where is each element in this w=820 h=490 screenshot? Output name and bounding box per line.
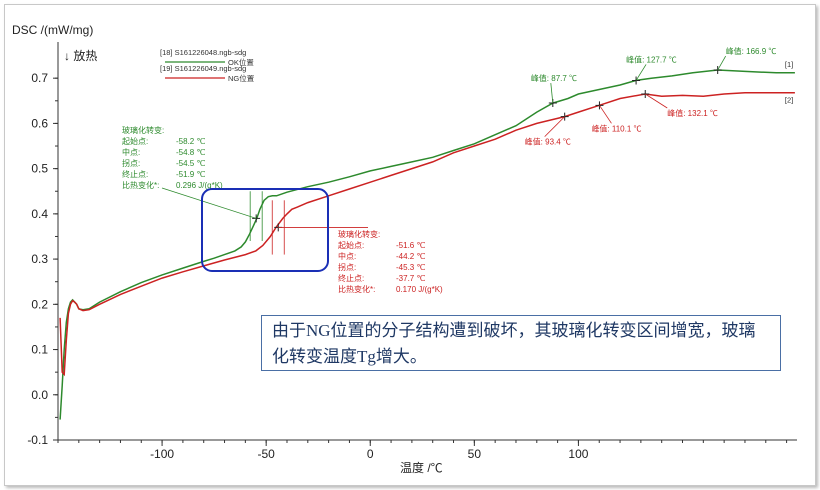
tg-row-value: -44.2 ℃ xyxy=(396,252,425,261)
tg-title: 玻璃化转变: xyxy=(338,229,380,239)
series-end-tag: [2] xyxy=(785,96,793,105)
tg-row-label: 中点: xyxy=(122,147,140,157)
figure-frame xyxy=(4,4,816,486)
legend-series-name: NG位置 xyxy=(228,73,255,83)
y-tick-label: 0.2 xyxy=(31,297,48,311)
tg-row-label: 终止点: xyxy=(122,169,148,179)
legend-series-name: OK位置 xyxy=(228,57,254,67)
tg-row-value: -37.7 ℃ xyxy=(396,274,425,283)
peak-leader xyxy=(645,93,668,109)
peak-label: 峰值: 110.1 ℃ xyxy=(591,123,641,133)
peak-leader xyxy=(544,116,565,137)
x-tick-label: -100 xyxy=(150,447,174,461)
tg-row-value: -54.5 ℃ xyxy=(176,159,205,168)
tg-row-value: -51.6 ℃ xyxy=(396,241,425,250)
tg-row-label: 起始点: xyxy=(338,240,364,250)
peak-leader xyxy=(717,55,727,71)
tg-row-label: 拐点: xyxy=(338,262,356,272)
x-tick-label: 100 xyxy=(568,447,588,461)
y-tick-label: 0.0 xyxy=(31,388,48,402)
y-tick-label: 0.4 xyxy=(31,207,48,221)
y-tick-label: 0.6 xyxy=(31,116,48,130)
y-tick-label: 0.1 xyxy=(31,343,48,357)
axes: 0.7 0.6 0.5 0.4 0.3 0.2 0.1 0.0 -0.1 -100 -50 0 50 10… xyxy=(27,42,797,461)
tg-row-value: 0.296 J/(g*K) xyxy=(176,181,223,190)
tg-row-value: 0.170 J/(g*K) xyxy=(396,285,443,294)
x-axis-label: 温度 /℃ xyxy=(400,460,443,475)
y-tick-label: 0.3 xyxy=(31,252,48,266)
tg-row-value: -51.9 ℃ xyxy=(176,170,205,179)
peak-leader xyxy=(550,83,554,104)
series-end-tag: [1] xyxy=(785,60,793,69)
legend-file-id: [19] S161226049.ngb-sdg xyxy=(160,64,246,73)
tg-row-value: -45.3 ℃ xyxy=(396,263,425,272)
peak-label: 峰值: 166.9 ℃ xyxy=(726,46,777,56)
y-tick-label: 0.5 xyxy=(31,162,48,176)
x-tick-label: -50 xyxy=(257,447,275,461)
tg-row-label: 终止点: xyxy=(338,273,364,283)
tg-row-value: -58.2 ℃ xyxy=(176,137,205,146)
exo-direction-label: ↓ 放热 xyxy=(64,48,97,63)
tg-row-label: 拐点: xyxy=(122,158,140,168)
y-tick-label: 0.7 xyxy=(31,71,48,85)
peak-label: 峰值: 132.1 ℃ xyxy=(667,108,718,118)
peaks-layer: 峰值: 87.7 ℃ 峰值: 127.7 ℃ 峰值: 166.9 ℃ 峰值: 93.4… xyxy=(525,46,777,147)
tg-title: 玻璃化转变: xyxy=(122,125,164,135)
peak-leader xyxy=(635,64,647,81)
x-tick-label: 0 xyxy=(367,447,374,461)
tg-row-label: 比热变化*: xyxy=(122,180,159,190)
legend-file-id: [18] S161226048.ngb-sdg xyxy=(160,48,246,57)
peak-marker xyxy=(632,76,641,85)
y-tick-label: -0.1 xyxy=(27,433,48,447)
tg-row-value: -54.8 ℃ xyxy=(176,148,205,157)
tg-leader xyxy=(161,187,257,219)
peak-leader xyxy=(599,105,612,124)
note-box: 由于NG位置的分子结构遭到破坏，其玻璃化转变区间增宽，玻璃化转变温度Tg增大。 xyxy=(261,315,781,371)
peak-label: 峰值: 127.7 ℃ xyxy=(626,54,677,64)
peak-label: 峰值: 87.7 ℃ xyxy=(531,73,577,83)
tg-row-label: 中点: xyxy=(338,251,356,261)
x-tick-label: 50 xyxy=(468,447,482,461)
highlight-box xyxy=(201,188,329,272)
tg-row-label: 起始点: xyxy=(122,136,148,146)
y-axis-label: DSC /(mW/mg) xyxy=(12,23,93,37)
tg-layer: 玻璃化转变:起始点: -58.2 ℃中点: -54.8 ℃拐点: -54.5 ℃终止点… xyxy=(122,125,443,294)
series-layer: [1] [2] xyxy=(59,60,795,420)
peak-label: 峰值: 93.4 ℃ xyxy=(525,137,571,147)
series-line-ng xyxy=(59,91,795,377)
tg-row-label: 比热变化*: xyxy=(338,284,375,294)
